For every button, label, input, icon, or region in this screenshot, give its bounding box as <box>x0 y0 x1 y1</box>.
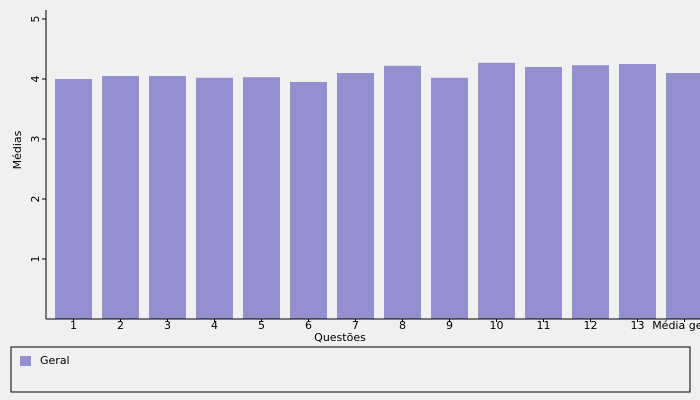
bar <box>619 64 656 319</box>
x-tick-label: 2 <box>117 319 124 332</box>
y-tick-label: 3 <box>29 136 42 143</box>
x-tick-label: 6 <box>305 319 312 332</box>
x-tick-label: 5 <box>258 319 265 332</box>
bar <box>666 73 700 319</box>
bar <box>102 76 139 319</box>
x-tick-label: 3 <box>164 319 171 332</box>
bar <box>55 79 92 319</box>
x-tick-label: 8 <box>399 319 406 332</box>
legend-label: Geral <box>40 354 70 367</box>
y-tick-label: 5 <box>29 16 42 23</box>
x-tick-label: Média geral <box>652 319 700 332</box>
bar <box>384 65 421 319</box>
x-tick-label: 13 <box>631 319 645 332</box>
bar <box>196 77 233 319</box>
y-axis-title: Médias <box>11 130 24 169</box>
x-tick-label: 1 <box>70 319 77 332</box>
legend-box <box>10 346 691 393</box>
y-tick-label: 2 <box>29 196 42 203</box>
bar <box>431 77 468 319</box>
legend-swatch <box>20 356 31 366</box>
y-tick-label: 1 <box>29 256 42 263</box>
x-tick-label: 7 <box>352 319 359 332</box>
bar <box>478 62 515 320</box>
x-tick-label: 9 <box>446 319 453 332</box>
x-axis-title: Questões <box>314 331 366 344</box>
bar <box>149 76 186 319</box>
bar <box>337 73 374 319</box>
bar <box>572 65 609 319</box>
x-tick-label: 4 <box>211 319 218 332</box>
y-tick-label: 4 <box>29 76 42 83</box>
x-tick-label: 10 <box>490 319 504 332</box>
bar <box>290 82 327 319</box>
x-tick-label: 11 <box>537 319 551 332</box>
bar <box>525 67 562 319</box>
bar <box>243 77 280 319</box>
x-tick-label: 12 <box>584 319 598 332</box>
